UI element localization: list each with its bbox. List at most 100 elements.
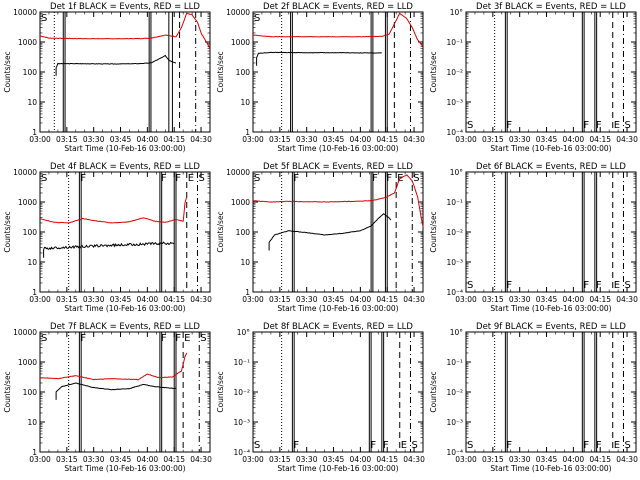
y-tick-label: 10000 xyxy=(13,8,37,17)
y-axis-label: Counts/sec xyxy=(3,211,12,252)
y-tick-label: 10000 xyxy=(226,8,250,17)
y-tick-label: 10000 xyxy=(226,168,250,177)
y-tick-label: 10 xyxy=(27,418,37,427)
series-events-line xyxy=(55,54,177,76)
y-axis-label: Counts/sec xyxy=(3,371,12,412)
marker-label: F xyxy=(293,173,299,184)
marker-label: F xyxy=(372,173,378,184)
x-tick-label: 04:00 xyxy=(137,295,159,304)
x-tick-label: 04:15 xyxy=(589,295,611,304)
panel-title: Det 3f BLACK = Events, RED = LLD xyxy=(476,2,626,12)
x-tick-label: 04:00 xyxy=(563,455,585,464)
panel-title: Det 7f BLACK = Events, RED = LLD xyxy=(50,322,200,332)
x-tick-label: 03:30 xyxy=(83,295,105,304)
x-tick-label: 03:00 xyxy=(455,295,477,304)
x-tick-label: 03:15 xyxy=(482,455,504,464)
marker-label: S xyxy=(624,120,630,131)
x-tick-label: 03:00 xyxy=(29,135,51,144)
x-tick-label: 03:00 xyxy=(242,135,264,144)
plot-frame xyxy=(465,171,637,293)
series-events-line xyxy=(268,213,392,251)
corner-letter: S xyxy=(41,173,47,184)
corner-letter: S xyxy=(467,280,473,291)
y-tick-label: 10⁻² xyxy=(446,388,463,397)
marker-label: F xyxy=(583,440,589,451)
x-tick-label: 03:30 xyxy=(296,295,318,304)
x-tick-label: 04:30 xyxy=(616,455,638,464)
panel-title: Det 8f BLACK = Events, RED = LLD xyxy=(263,322,413,332)
y-tick-label: 10⁻³ xyxy=(233,418,250,427)
plot-frame xyxy=(252,331,424,453)
x-tick-label: 03:15 xyxy=(482,135,504,144)
marker-label: F xyxy=(386,173,392,184)
x-tick-label: 04:30 xyxy=(616,295,638,304)
x-tick-label: 03:45 xyxy=(110,455,132,464)
x-tick-label: 03:00 xyxy=(29,455,51,464)
y-tick-label: 10⁻¹ xyxy=(446,38,463,47)
x-tick-label: 03:15 xyxy=(56,295,78,304)
y-axis-label: Counts/sec xyxy=(429,51,438,92)
y-tick-label: 1 xyxy=(32,448,37,457)
series-events-line xyxy=(55,382,177,400)
x-tick-label: 03:00 xyxy=(455,455,477,464)
marker-label: E xyxy=(614,120,620,131)
corner-letter: S xyxy=(254,173,260,184)
x-tick-label: 04:00 xyxy=(563,295,585,304)
x-tick-label: 03:15 xyxy=(269,455,291,464)
y-tick-label: 10⁻⁴ xyxy=(233,448,250,457)
series-lld-line xyxy=(252,12,424,47)
y-tick-label: 10° xyxy=(237,328,251,337)
panel-4: Det 4f BLACK = Events, RED = LLD 1 10 100 10… xyxy=(3,162,212,313)
y-tick-label: 100 xyxy=(23,228,38,237)
y-tick-label: 1 xyxy=(32,288,37,297)
y-tick-label: 10⁻³ xyxy=(446,418,463,427)
y-tick-label: 10⁻² xyxy=(446,228,463,237)
y-tick-label: 10000 xyxy=(13,328,37,337)
marker-label: S xyxy=(624,440,630,451)
y-tick-label: 10⁻⁴ xyxy=(446,288,463,297)
marker-label: F xyxy=(293,440,299,451)
y-tick-label: 10⁻⁴ xyxy=(446,448,463,457)
x-tick-label: 03:30 xyxy=(83,455,105,464)
x-axis-label: Start Time (10-Feb-16 03:00:00) xyxy=(490,144,611,153)
corner-letter: S xyxy=(254,13,260,24)
series-lld-line xyxy=(252,174,424,227)
y-axis-label: Counts/sec xyxy=(216,211,225,252)
y-axis-label: Counts/sec xyxy=(3,51,12,92)
y-tick-label: 10⁻³ xyxy=(446,98,463,107)
x-tick-label: 03:45 xyxy=(323,455,345,464)
panel-title: Det 4f BLACK = Events, RED = LLD xyxy=(50,162,200,172)
x-tick-label: 03:45 xyxy=(323,295,345,304)
y-tick-label: 10⁻³ xyxy=(446,258,463,267)
y-tick-label: 10° xyxy=(450,328,464,337)
panel-title: Det 5f BLACK = Events, RED = LLD xyxy=(263,162,413,172)
y-tick-label: 10⁻⁴ xyxy=(446,128,463,137)
x-tick-label: 04:15 xyxy=(163,295,185,304)
plot-frame xyxy=(39,331,211,453)
panel-9: Det 9f BLACK = Events, RED = LLD 10⁻⁴ 10⁻³… xyxy=(429,322,638,473)
marker-label: E xyxy=(614,440,620,451)
y-tick-label: 100 xyxy=(23,68,38,77)
y-axis-label: Counts/sec xyxy=(216,371,225,412)
x-axis-label: Start Time (10-Feb-16 03:00:00) xyxy=(64,304,185,313)
y-tick-label: 10 xyxy=(240,258,250,267)
x-tick-label: 04:30 xyxy=(190,295,212,304)
x-tick-label: 03:00 xyxy=(29,295,51,304)
x-tick-label: 03:00 xyxy=(455,135,477,144)
x-tick-label: 04:00 xyxy=(350,135,372,144)
marker-label: S xyxy=(198,173,204,184)
panel-title: Det 1f BLACK = Events, RED = LLD xyxy=(50,2,200,12)
y-tick-label: 100 xyxy=(236,68,251,77)
marker-label: F xyxy=(506,120,512,131)
y-axis-label: Counts/sec xyxy=(216,51,225,92)
x-axis-label: Start Time (10-Feb-16 03:00:00) xyxy=(64,144,185,153)
marker-label: F xyxy=(596,120,602,131)
marker-label: F xyxy=(583,280,589,291)
marker-label: S xyxy=(411,440,417,451)
x-tick-label: 03:30 xyxy=(509,135,531,144)
y-tick-label: 1000 xyxy=(231,38,250,47)
x-tick-label: 04:15 xyxy=(376,295,398,304)
x-tick-label: 03:45 xyxy=(536,295,558,304)
marker-label: F xyxy=(175,173,181,184)
